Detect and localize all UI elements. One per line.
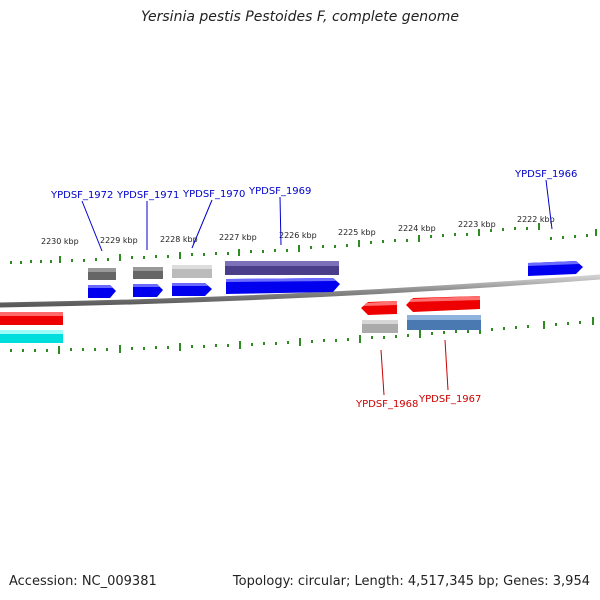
forward-genes: [88, 261, 583, 298]
gene-label[interactable]: YPDSF_1971: [116, 190, 179, 201]
reverse-feature-row: [362, 315, 481, 333]
gene-label[interactable]: YPDSF_1967: [418, 394, 481, 405]
genome-backbone: [0, 274, 600, 308]
gene-arrow-ypdsf-1969[interactable]: [226, 278, 340, 294]
gene-label[interactable]: YPDSF_1970: [182, 189, 245, 200]
topology-text: Topology: circular; Length: 4,517,345 bp…: [232, 574, 590, 589]
reverse-genes: [361, 296, 480, 315]
accession-text: Accession: NC_009381: [9, 574, 157, 589]
ruler-label: 2225 kbp: [338, 228, 376, 237]
gene-label[interactable]: YPDSF_1969: [248, 186, 311, 197]
ruler-label: 2229 kbp: [100, 236, 138, 245]
gene-label[interactable]: YPDSF_1972: [50, 190, 113, 201]
gene-label[interactable]: YPDSF_1968: [355, 399, 418, 410]
ruler-label: 2223 kbp: [458, 220, 496, 229]
ruler-label: 2222 kbp: [517, 215, 555, 224]
gene-label[interactable]: YPDSF_1966: [514, 169, 577, 180]
left-edge-genes: [0, 312, 63, 343]
gene-arrow-ypdsf-1971[interactable]: [133, 284, 163, 297]
reverse-tick-ruler: [10, 317, 594, 354]
gene-arrow-ypdsf-1970[interactable]: [172, 283, 212, 296]
ruler-label: 2224 kbp: [398, 224, 436, 233]
ruler-label: 2227 kbp: [219, 233, 257, 242]
forward-tick-ruler: [10, 223, 597, 264]
gene-arrow-ypdsf-1972[interactable]: [88, 285, 116, 298]
genome-title: Yersinia pestis Pestoides F, complete ge…: [141, 9, 459, 25]
ruler-label: 2230 kbp: [41, 237, 79, 246]
forward-feature-row: [88, 261, 339, 280]
ruler-label: 2228 kbp: [160, 235, 198, 244]
genome-track-canvas: 2230 kbp 2229 kbp 2228 kbp 2227 kbp 2226…: [0, 169, 600, 410]
ruler-label: 2226 kbp: [279, 231, 317, 240]
